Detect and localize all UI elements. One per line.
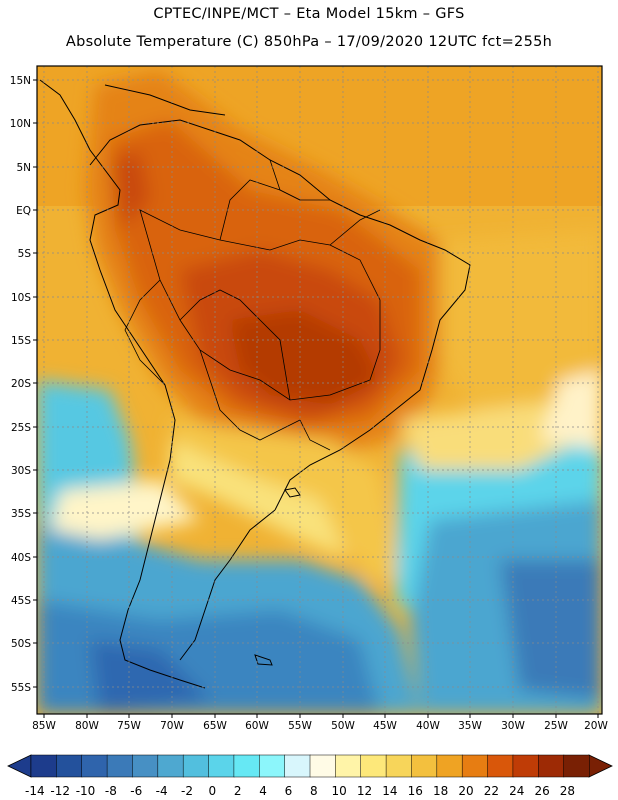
tick-marks: [33, 79, 599, 718]
colorbar-label: 24: [509, 784, 524, 798]
colorbar-label: -2: [181, 784, 193, 798]
lat-label: 5N: [16, 162, 31, 174]
temperature-field: [37, 66, 602, 714]
colorbar-swatch: [335, 754, 362, 778]
colorbar-swatch: [30, 754, 57, 778]
colorbar-label: 14: [382, 784, 397, 798]
colorbar-arrow-low: [7, 754, 32, 778]
lon-label: 60W: [245, 720, 269, 732]
colorbar-arrow-high: [588, 754, 613, 778]
lon-label: 30W: [501, 720, 525, 732]
lat-label: 15N: [10, 75, 31, 87]
lon-label: 65W: [203, 720, 227, 732]
lat-label: EQ: [16, 205, 31, 217]
colorbar-swatch: [132, 754, 159, 778]
lat-label: 10N: [10, 118, 31, 130]
lat-label: 25S: [11, 422, 31, 434]
colorbar-label: 26: [534, 784, 549, 798]
colorbar-label: 20: [458, 784, 473, 798]
colorbar-swatch: [233, 754, 260, 778]
lon-label: 75W: [117, 720, 141, 732]
lat-label: 10S: [11, 292, 31, 304]
colorbar-label: -14: [25, 784, 45, 798]
lat-label: 55S: [11, 682, 31, 694]
colorbar-label: 4: [259, 784, 267, 798]
lat-label: 35S: [11, 508, 31, 520]
colorbar-label: 10: [332, 784, 347, 798]
colorbar-label: 16: [408, 784, 423, 798]
colorbar-label: 18: [433, 784, 448, 798]
colorbar-swatch: [411, 754, 438, 778]
colorbar-label: 12: [357, 784, 372, 798]
colorbar-swatch: [309, 754, 336, 778]
colorbar-swatch: [284, 754, 311, 778]
lon-label: 55W: [288, 720, 312, 732]
colorbar-swatch: [259, 754, 286, 778]
lat-label: 5S: [18, 248, 32, 260]
colorbar-swatch: [182, 754, 210, 778]
colorbar-swatch: [56, 754, 83, 778]
colorbar-label: -8: [105, 784, 117, 798]
lon-label: 35W: [458, 720, 482, 732]
colorbar: -14 -12 -10 -8 -6 -4 -2 0 2 4 6 8 10 12 14 16 18 20 22 24 26…: [7, 754, 613, 798]
colorbar-swatch: [487, 754, 514, 778]
lat-label: 20S: [11, 378, 31, 390]
colorbar-label: 28: [560, 784, 575, 798]
lon-label: 50W: [331, 720, 355, 732]
longitude-labels: 85W 80W 75W 70W 65W 60W 55W 50W 45W 40W …: [32, 720, 608, 732]
latitude-labels: 15N 10N 5N EQ 5S 10S 15S 20S 25S 30S 35S…: [10, 75, 32, 694]
lon-label: 25W: [544, 720, 568, 732]
colorbar-swatch: [208, 754, 235, 778]
colorbar-swatch: [360, 754, 387, 778]
colorbar-label: 0: [209, 784, 217, 798]
lon-label: 40W: [416, 720, 440, 732]
lon-label: 85W: [32, 720, 56, 732]
lon-label: 80W: [75, 720, 99, 732]
colorbar-swatch: [157, 754, 184, 778]
colorbar-label: -12: [50, 784, 70, 798]
colorbar-label: 8: [310, 784, 318, 798]
lat-label: 15S: [11, 335, 31, 347]
colorbar-swatch: [385, 754, 412, 778]
colorbar-label: 6: [285, 784, 293, 798]
colorbar-swatch: [436, 754, 463, 778]
lon-label: 20W: [584, 720, 608, 732]
graticule: [37, 66, 602, 714]
lat-label: 30S: [11, 465, 31, 477]
lon-label: 70W: [160, 720, 184, 732]
colorbar-swatch: [81, 754, 108, 778]
title-line-2: Absolute Temperature (C) 850hPa – 17/09/…: [65, 34, 553, 50]
country-borders: [124, 159, 381, 451]
colorbar-label: -4: [156, 784, 168, 798]
title-line-1: CPTEC/INPE/MCT – Eta Model 15km – GFS: [153, 6, 465, 22]
lat-label: 45S: [11, 595, 31, 607]
colorbar-label: -10: [76, 784, 96, 798]
colorbar-swatch: [461, 754, 489, 778]
colorbar-swatch: [538, 754, 565, 778]
colorbar-label: 22: [484, 784, 499, 798]
colorbar-swatch: [106, 754, 133, 778]
lon-label: 45W: [373, 720, 397, 732]
lat-label: 50S: [11, 638, 31, 650]
colorbar-swatch: [512, 754, 539, 778]
lat-label: 40S: [11, 552, 31, 564]
map-frame: [36, 65, 603, 715]
colorbar-label: -6: [130, 784, 142, 798]
colorbar-swatch: [563, 754, 590, 778]
colorbar-label: 2: [234, 784, 242, 798]
